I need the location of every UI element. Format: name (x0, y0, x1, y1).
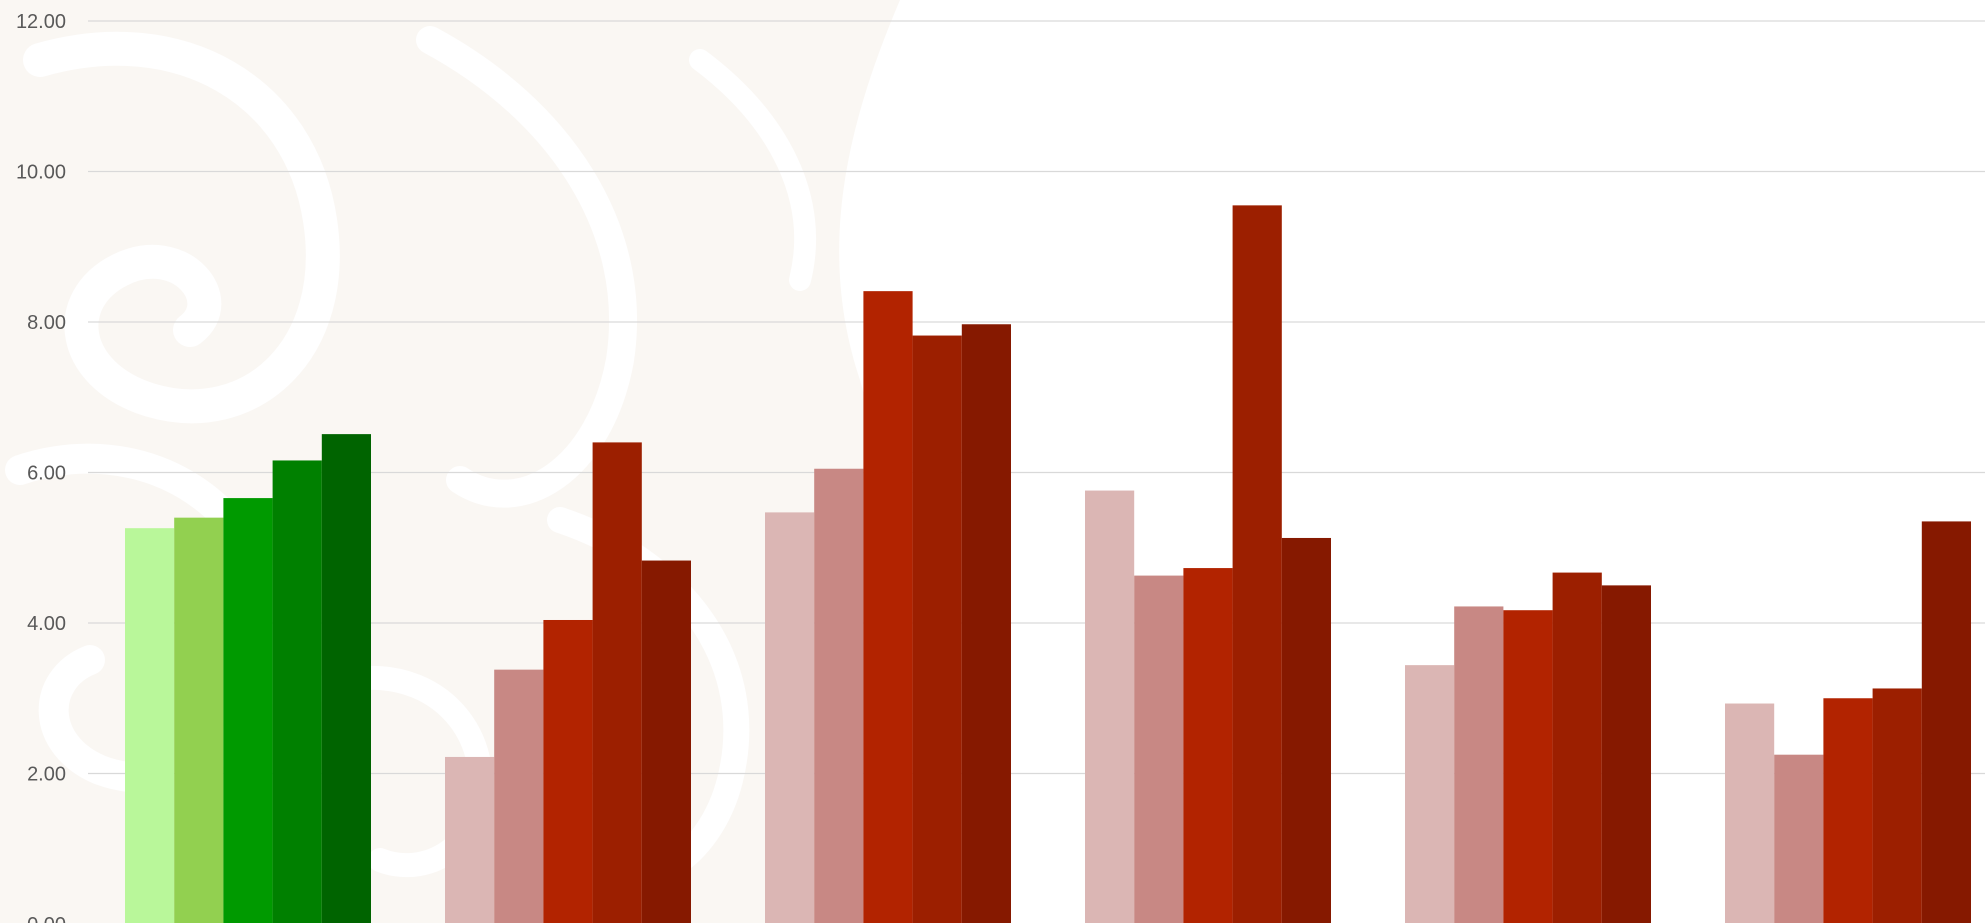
bar-group-3 (765, 291, 1011, 923)
bar-g1-5 (321, 434, 371, 923)
y-tick-label: 2.00 (27, 764, 66, 786)
bar-group-1 (125, 434, 371, 923)
bar-g6-3 (1823, 698, 1873, 923)
bar-g6-1 (1725, 703, 1775, 923)
bar-g2-1 (445, 756, 495, 923)
bar-g3-5 (961, 324, 1011, 923)
y-tick-label: 12.00 (16, 11, 66, 33)
bar-g3-2 (814, 468, 864, 923)
bar-g4-5 (1281, 537, 1331, 923)
y-tick-label: 4.00 (27, 613, 66, 635)
bar-g5-4 (1552, 572, 1602, 923)
bar-group-5 (1405, 572, 1651, 923)
y-tick-label: 6.00 (27, 463, 66, 485)
bar-g4-4 (1232, 205, 1282, 923)
bar-g1-4 (272, 460, 322, 923)
bar-group-6 (1725, 521, 1971, 923)
bar-g1-2 (174, 517, 224, 923)
bar-g6-4 (1872, 688, 1922, 923)
y-tick-label: 10.00 (16, 162, 66, 184)
bar-g3-3 (863, 291, 913, 923)
gridlines (88, 20, 1985, 775)
y-tick-label: 0.00 (27, 914, 66, 923)
bar-g4-1 (1085, 490, 1135, 923)
bar-group-4 (1085, 205, 1331, 923)
y-tick-label: 8.00 (27, 312, 66, 334)
bar-g4-3 (1183, 568, 1233, 923)
bar-g3-1 (765, 512, 815, 923)
bars (125, 205, 1971, 923)
bar-g5-2 (1454, 606, 1504, 923)
bar-g1-3 (223, 498, 273, 923)
bar-g4-2 (1134, 575, 1184, 923)
bar-g5-1 (1405, 665, 1455, 923)
bar-g2-3 (543, 619, 593, 923)
bar-g2-2 (494, 669, 544, 923)
bar-g1-1 (125, 528, 175, 923)
bar-g6-2 (1774, 754, 1824, 923)
bar-g3-4 (912, 335, 962, 923)
bar-g5-5 (1601, 585, 1651, 923)
bar-group-2 (445, 442, 691, 923)
bar-g6-5 (1921, 521, 1971, 923)
bar-g2-4 (592, 442, 642, 923)
bar-g2-5 (641, 560, 691, 923)
bar-g5-3 (1503, 610, 1553, 923)
y-axis-tick-labels: 0.00 2.00 4.00 6.00 8.00 10.00 12.00 (16, 11, 66, 923)
